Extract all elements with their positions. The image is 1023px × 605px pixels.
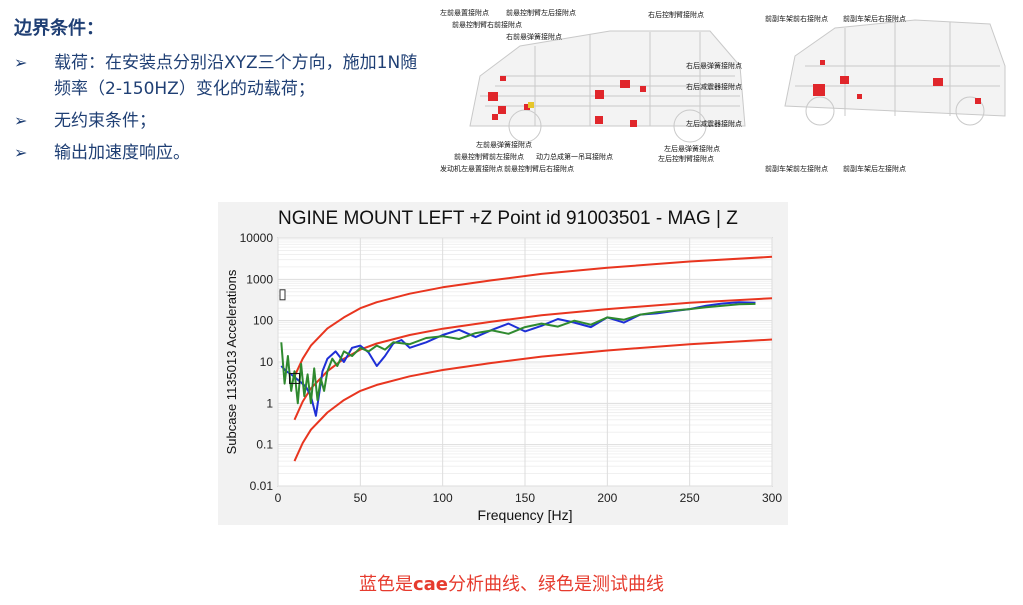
bullet-item: ➢ 载荷：在安装点分别沿XYZ三个方向，施加1N随频率（2-150HZ）变化的动… xyxy=(14,50,434,102)
car-label: 前副车架后左接附点 xyxy=(843,165,906,173)
x-tick-label: 250 xyxy=(680,491,700,505)
x-tick-label: 200 xyxy=(597,491,617,505)
series-line-2 xyxy=(293,338,773,462)
y-tick-label: 1000 xyxy=(246,272,273,286)
series-line-1 xyxy=(293,297,773,421)
y-tick-label: 10000 xyxy=(240,231,274,245)
cursor-marker xyxy=(279,289,286,301)
car-body-illustration xyxy=(469,30,746,143)
x-tick-label: 0 xyxy=(275,491,282,505)
car-label: 前副车架前左接附点 xyxy=(765,165,828,173)
x-tick-label: 50 xyxy=(354,491,368,505)
car-label: 前副车架后右接附点 xyxy=(843,15,906,23)
caption-pre: 蓝色是 xyxy=(358,574,413,595)
series-line-4 xyxy=(280,302,756,405)
y-tick-label: 0.1 xyxy=(256,438,273,452)
caption-strong: cae xyxy=(412,574,449,595)
frequency-response-chart: NGINE MOUNT LEFT +Z Point id 91003501 - … xyxy=(218,202,788,525)
chart-title: NGINE MOUNT LEFT +Z Point id 91003501 - … xyxy=(278,208,738,229)
x-tick-label: 100 xyxy=(433,491,453,505)
bullet-list: ➢ 载荷：在安装点分别沿XYZ三个方向，施加1N随频率（2-150HZ）变化的动… xyxy=(14,50,434,172)
car-label: 右后减震器接附点 xyxy=(686,83,742,91)
bullet-item: ➢ 无约束条件； xyxy=(14,108,434,134)
bullet-text: 载荷：在安装点分别沿XYZ三个方向，施加1N随频率（2-150HZ）变化的动载荷… xyxy=(54,53,418,99)
car-label: 右后悬弹簧接附点 xyxy=(686,62,742,70)
car-label: 左前悬弹簧接附点 xyxy=(476,141,532,149)
arrow-bullet-icon: ➢ xyxy=(14,111,28,130)
y-tick-label: 0.01 xyxy=(250,479,274,493)
arrow-bullet-icon: ➢ xyxy=(14,143,28,162)
bullet-text: 输出加速度响应。 xyxy=(54,143,190,163)
car-label: 左后减震器接附点 xyxy=(686,120,742,128)
car-label: 右前悬弹簧接附点 xyxy=(506,33,562,41)
car-label: 前悬控制臂前左接附点 xyxy=(454,153,524,161)
y-axis-label: Subcase 1135013 Accelerations xyxy=(224,269,239,454)
y-tick-label: 10 xyxy=(260,355,274,369)
car-label: 前悬控制臂右前接附点 xyxy=(452,21,522,29)
car-body-illustration xyxy=(784,19,1006,126)
chart-canvas: NGINE MOUNT LEFT +Z Point id 91003501 - … xyxy=(224,208,782,523)
x-axis-label: Frequency [Hz] xyxy=(478,507,573,523)
car-diagram-right: 前副车架前右接附点 前副车架后右接附点 前副车架前左接附点 前副车架后左接附点 xyxy=(765,6,1015,176)
car-label: 左后悬弹簧接附点 xyxy=(664,145,720,153)
section-heading: 边界条件： xyxy=(14,18,104,39)
cursor-marker xyxy=(289,372,301,384)
bullet-item: ➢ 输出加速度响应。 xyxy=(14,140,434,166)
caption-post: 分析曲线、绿色是测试曲线 xyxy=(448,574,665,595)
car-label: 动力总成第一吊耳接附点 xyxy=(536,153,613,161)
car-label: 左前悬置接附点 xyxy=(440,9,489,17)
y-tick-label: 100 xyxy=(253,314,273,328)
car-diagram-left: 左前悬置接附点 前悬控制臂右前接附点 前悬控制臂左后接附点 右前悬弹簧接附点 右… xyxy=(440,6,760,176)
car-label: 前悬控制臂后右接附点 xyxy=(504,165,574,173)
x-tick-label: 300 xyxy=(762,491,782,505)
bullet-text: 无约束条件； xyxy=(54,111,156,131)
car-label: 发动机左悬置接附点 xyxy=(440,165,503,173)
y-tick-label: 1 xyxy=(266,396,273,410)
arrow-bullet-icon: ➢ xyxy=(14,53,28,72)
car-label: 左后控制臂接附点 xyxy=(658,155,714,163)
car-label: 前悬控制臂左后接附点 xyxy=(506,9,576,17)
car-label: 右后控制臂接附点 xyxy=(648,11,704,19)
car-label: 前副车架前右接附点 xyxy=(765,15,828,23)
x-tick-label: 150 xyxy=(515,491,535,505)
chart-caption: 蓝色是cae分析曲线、绿色是测试曲线 xyxy=(0,570,1023,596)
series-line-0 xyxy=(293,255,773,377)
